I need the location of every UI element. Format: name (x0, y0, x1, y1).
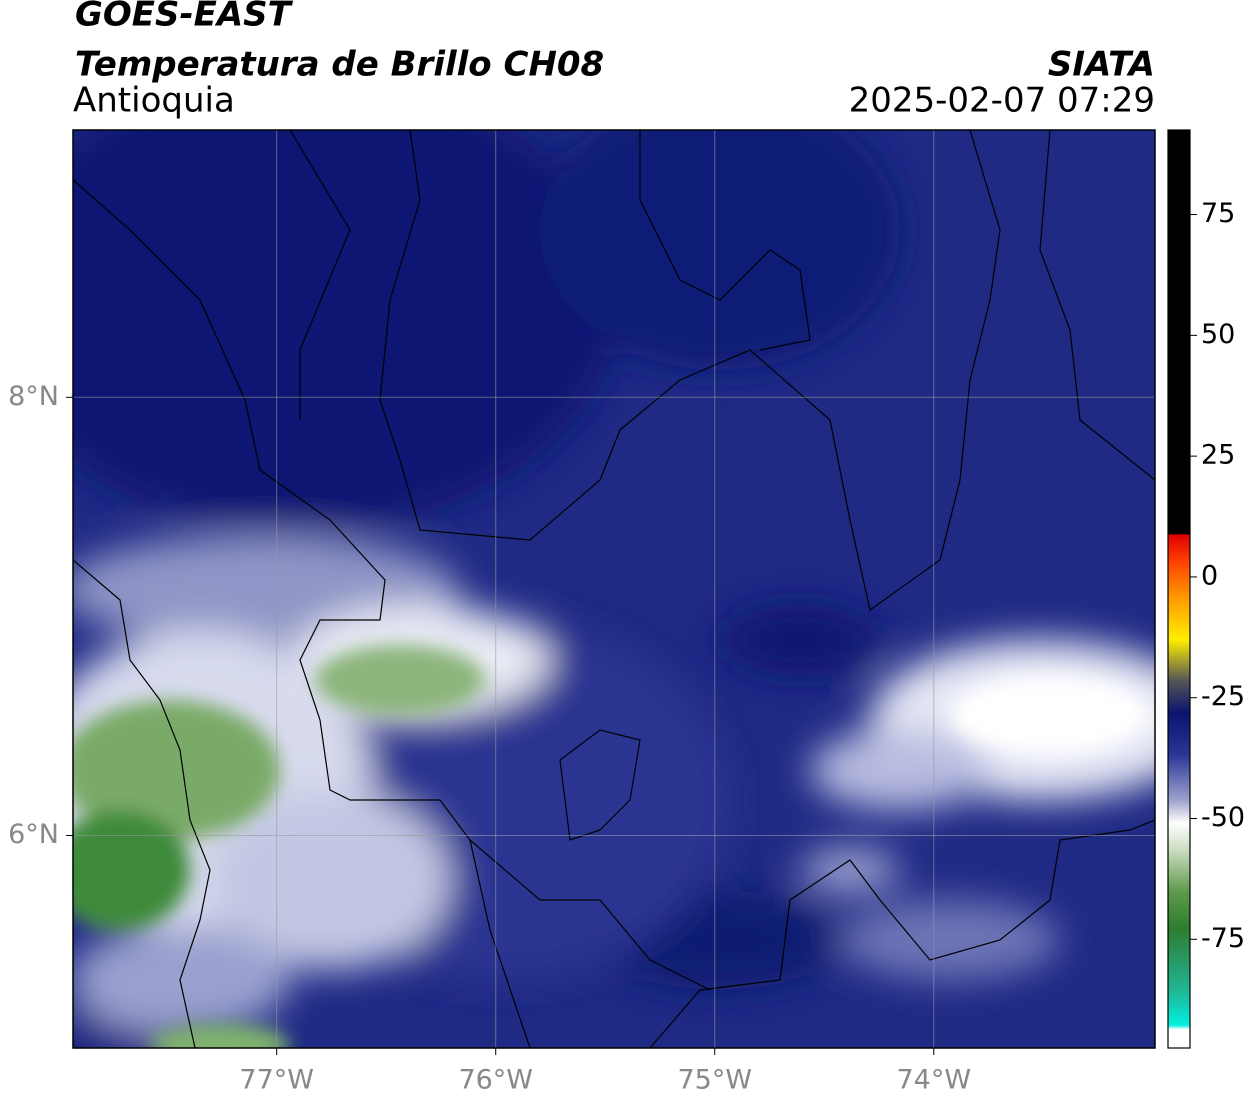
colorbar-tick-label: 25 (1201, 440, 1235, 471)
satellite-image (73, 130, 1155, 1048)
y-tick-label: 8°N (8, 381, 59, 412)
colorbar-tick-label: -50 (1201, 802, 1245, 833)
colorbar-tick-label: -25 (1201, 681, 1245, 712)
graticule: 77°W 76°W 75°W 74°W 6°N 8°N (8, 130, 1155, 1096)
y-tick-label: 6°N (8, 819, 59, 850)
region: Antioquia (73, 81, 235, 121)
x-tick-label: 77°W (239, 1065, 314, 1096)
x-tick-label: 76°W (458, 1065, 533, 1096)
source: SIATA (1048, 45, 1155, 85)
colorbar-tick-label: 75 (1201, 198, 1235, 229)
x-tick-label: 74°W (897, 1065, 972, 1096)
timestamp: 2025-02-07 07:29 (849, 81, 1155, 121)
colorbar (1167, 129, 1191, 1049)
x-tick-label: 75°W (677, 1065, 752, 1096)
colorbar-tick-label: 50 (1201, 319, 1235, 350)
map-frame (72, 129, 1156, 1049)
colorbar-tick-label: 0 (1201, 560, 1218, 591)
colorbar-tick-label: -75 (1201, 923, 1245, 954)
colorbar-ticks: 75 50 25 0 -25 -50 -75 (1190, 198, 1245, 954)
title: GOES-EAST (75, 0, 294, 35)
subtitle: Temperatura de Brillo CH08 (75, 45, 604, 85)
